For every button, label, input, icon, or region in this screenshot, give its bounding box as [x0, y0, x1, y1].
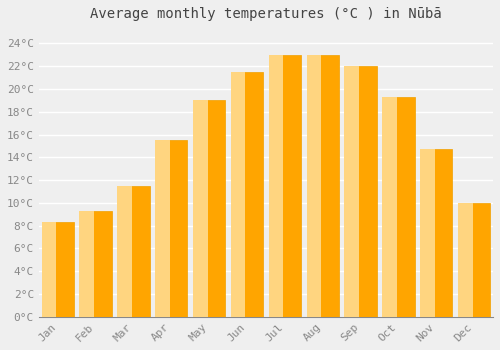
Bar — [155, 140, 188, 317]
Bar — [458, 203, 490, 317]
Bar — [306, 55, 321, 317]
Bar — [344, 66, 376, 317]
Bar — [155, 140, 170, 317]
Bar — [382, 97, 414, 317]
Bar — [344, 66, 359, 317]
Bar — [80, 211, 112, 317]
Bar — [420, 149, 452, 317]
Bar — [269, 55, 283, 317]
Bar — [269, 55, 301, 317]
Bar — [231, 72, 263, 317]
Bar — [118, 186, 150, 317]
Bar — [80, 211, 94, 317]
Bar — [382, 97, 397, 317]
Bar — [420, 149, 434, 317]
Bar — [306, 55, 339, 317]
Bar — [231, 72, 246, 317]
Bar — [42, 222, 74, 317]
Bar — [118, 186, 132, 317]
Bar — [193, 100, 225, 317]
Bar — [458, 203, 472, 317]
Bar — [42, 222, 56, 317]
Bar — [193, 100, 208, 317]
Title: Average monthly temperatures (°C ) in Nūbā: Average monthly temperatures (°C ) in Nū… — [90, 7, 442, 21]
